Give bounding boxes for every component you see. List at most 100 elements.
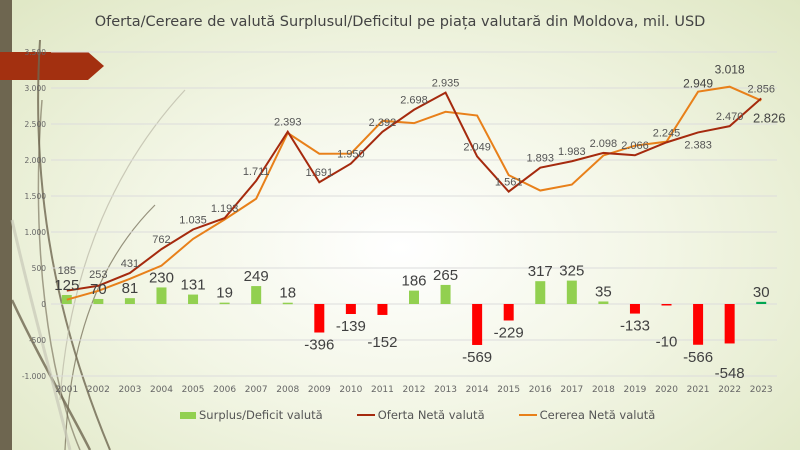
cererea-data-label: 3.018	[715, 63, 745, 77]
x-tick-label: 2013	[434, 385, 457, 395]
oferta-data-label: 2.470	[716, 111, 744, 123]
title-banner	[0, 52, 104, 80]
y-tick-label: 3.500	[25, 48, 47, 57]
oferta-data-label: 2.935	[432, 78, 460, 90]
oferta-data-label: 2.383	[684, 139, 712, 151]
x-tick-label: 2006	[213, 385, 236, 395]
x-tick-label: 2016	[529, 385, 552, 395]
y-tick-label: -500	[29, 336, 46, 345]
bar	[188, 294, 199, 304]
bar-data-label: -566	[683, 349, 713, 366]
bar	[124, 298, 135, 304]
x-tick-label: 2020	[655, 385, 678, 395]
bar-data-label: -229	[494, 324, 524, 341]
x-tick-label: 2017	[560, 385, 583, 395]
bar	[345, 304, 356, 315]
legend-label: Surplus/Deficit valută	[199, 408, 323, 422]
bar	[756, 301, 767, 304]
bar-data-label: -133	[620, 318, 650, 335]
bar	[693, 304, 704, 345]
side-strip	[0, 0, 12, 450]
legend-swatch	[180, 411, 196, 419]
x-tick-label: 2021	[687, 385, 710, 395]
oferta-data-label: 1.893	[526, 153, 554, 165]
oferta-data-label: 1.711	[243, 166, 270, 178]
legend-item-oferta: Oferta Netă valută	[356, 408, 485, 422]
oferta-data-label: 2.698	[400, 95, 428, 107]
y-tick-label: 1.000	[25, 228, 47, 237]
y-tick-label: 1.500	[25, 192, 47, 201]
x-tick-label: 2002	[87, 385, 110, 395]
bar	[251, 286, 262, 304]
oferta-data-label: 431	[121, 258, 139, 270]
bar	[314, 304, 325, 333]
bar	[93, 298, 104, 304]
bar-data-label: -396	[304, 337, 334, 354]
bar-data-label: 317	[528, 263, 553, 280]
oferta-data-label: 2.066	[621, 140, 649, 152]
x-tick-label: 2011	[371, 385, 394, 395]
bar-data-label: 35	[595, 283, 612, 300]
oferta-data-label: 2.245	[653, 127, 681, 139]
oferta-data-label: 2.098	[590, 138, 618, 150]
bar-data-label: 70	[90, 281, 107, 298]
x-tick-label: 2010	[339, 385, 362, 395]
x-tick-label: 2022	[718, 385, 741, 395]
oferta-data-label: 1.983	[558, 146, 586, 158]
bar-data-label: 19	[216, 285, 233, 302]
bar-data-label: 249	[244, 268, 269, 285]
bar	[629, 304, 640, 314]
bar	[156, 287, 167, 304]
oferta-data-label: 1.691	[306, 167, 334, 179]
oferta-data-label: 185	[58, 265, 76, 277]
legend-swatch	[518, 414, 537, 416]
bar-data-label: 125	[54, 277, 79, 294]
bar	[598, 301, 609, 304]
legend-label: Cererea Netă valută	[539, 408, 656, 422]
oferta-data-label: 253	[89, 269, 107, 281]
legend: Surplus/Deficit valută Oferta Netă valut…	[180, 408, 655, 422]
x-tick-label: 2004	[150, 385, 173, 395]
x-tick-label: 2014	[466, 385, 489, 395]
oferta-data-label: 2.049	[463, 141, 491, 153]
bar-data-label: -10	[656, 334, 678, 351]
oferta-data-label: 1.561	[495, 177, 523, 189]
bar-data-label: 30	[753, 284, 770, 301]
bar-data-label: -548	[715, 365, 745, 382]
oferta-data-label: 1.035	[179, 214, 207, 226]
x-tick-label: 2007	[245, 385, 268, 395]
x-tick-label: 2019	[624, 385, 647, 395]
x-tick-label: 2012	[403, 385, 426, 395]
x-tick-label: 2008	[276, 385, 299, 395]
oferta-data-label: 2.392	[369, 117, 397, 129]
y-tick-label: 2.500	[25, 120, 47, 129]
bar	[377, 304, 388, 315]
bar	[472, 304, 483, 345]
y-tick-label: 0	[41, 300, 46, 309]
bar	[535, 281, 546, 304]
legend-item-surplus: Surplus/Deficit valută	[180, 408, 323, 422]
legend-swatch	[356, 414, 375, 416]
x-tick-label: 2003	[118, 385, 141, 395]
bar	[409, 290, 419, 304]
bar-data-label: -569	[462, 349, 492, 366]
bar	[219, 302, 230, 305]
x-tick-label: 2005	[182, 385, 205, 395]
chart-title: Oferta/Cereare de valută Surplusul/Defic…	[94, 14, 706, 30]
oferta-data-label: 1.193	[211, 203, 239, 215]
cererea-data-label: 2.826	[753, 111, 786, 126]
bar-data-label: 18	[279, 285, 296, 302]
bar-data-label: 81	[122, 280, 139, 297]
oferta-data-label: 762	[152, 234, 170, 246]
y-tick-label: 2.000	[25, 156, 47, 165]
bar-data-label: 230	[149, 269, 174, 286]
bar-data-label: -139	[336, 318, 366, 335]
bar-data-label: 325	[559, 263, 584, 280]
oferta-data-label: 2.856	[747, 83, 775, 95]
bar	[282, 302, 293, 305]
oferta-data-label: 2.393	[274, 117, 302, 129]
legend-item-cererea: Cererea Netă valută	[518, 408, 656, 422]
legend-label: Oferta Netă valută	[377, 408, 485, 422]
bar	[503, 304, 514, 321]
